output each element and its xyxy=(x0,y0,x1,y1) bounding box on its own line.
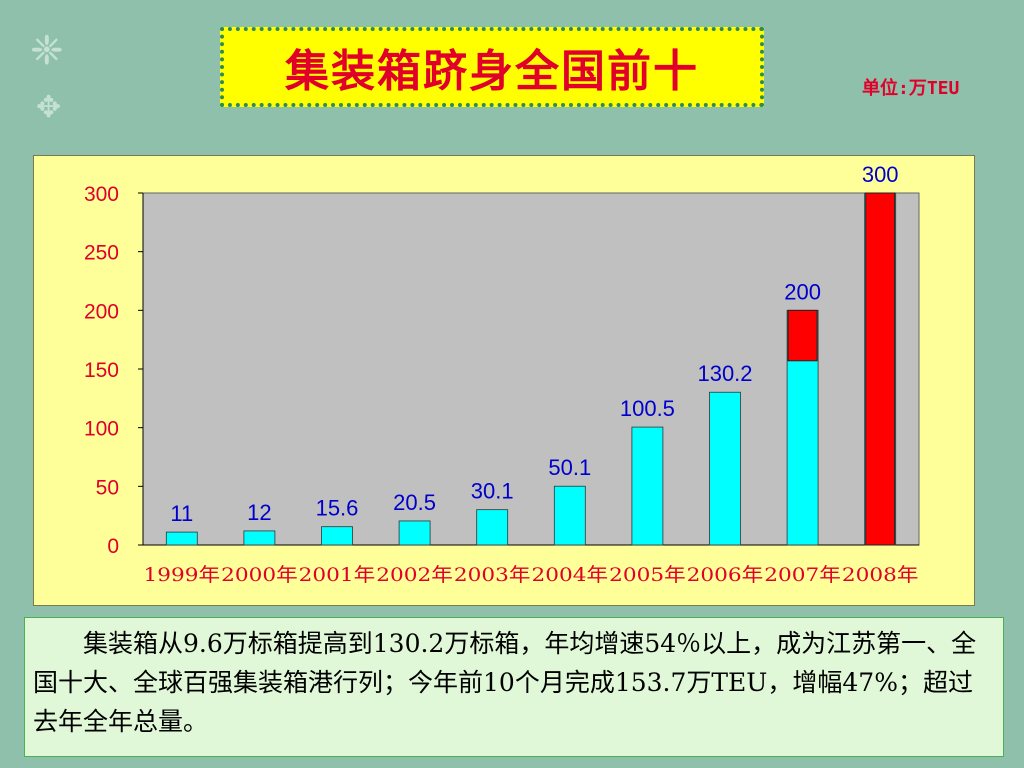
data-label: 11 xyxy=(170,501,193,526)
x-tick-label: 2007年 xyxy=(764,564,841,586)
x-tick-label: 2001年 xyxy=(299,564,376,586)
data-label: 50.1 xyxy=(548,455,591,480)
bar xyxy=(398,520,431,546)
left-ornament: ✥ xyxy=(36,90,62,125)
bar xyxy=(476,509,509,546)
chart-panel: 0 50 100 150 200 250 300 11 1999年 12 2000年 15.6 2001… xyxy=(33,155,975,606)
left-ornament: ❈ xyxy=(30,28,64,74)
page-title: 集装箱跻身全国前十 xyxy=(285,46,699,97)
x-tick-label: 2002年 xyxy=(376,564,453,586)
description-box: 集装箱从9.6万标箱提高到130.2万标箱，年均增速54％以上，成为江苏第一、全… xyxy=(24,617,1004,757)
bar-chart: 050100150200250300111999年122000年15.62001… xyxy=(84,162,920,586)
bar xyxy=(631,426,664,546)
data-label: 100.5 xyxy=(620,396,675,421)
y-tick-label: 150 xyxy=(84,359,119,382)
y-tick-label: 100 xyxy=(84,418,119,441)
data-label: 20.5 xyxy=(393,490,436,515)
data-label: 130.2 xyxy=(697,361,752,386)
y-tick-label: 250 xyxy=(84,242,119,265)
x-tick-label: 2006年 xyxy=(687,564,764,586)
data-label: 30.1 xyxy=(471,479,514,504)
y-tick-label: 50 xyxy=(96,476,119,499)
unit-label: 单位:万TEU xyxy=(862,78,960,99)
bar-highlight xyxy=(787,309,818,362)
bar-highlight xyxy=(865,192,896,546)
data-label: 300 xyxy=(862,162,899,187)
bar xyxy=(553,485,586,546)
x-tick-label: 2004年 xyxy=(532,564,609,586)
bar xyxy=(243,530,276,546)
x-tick-label: 2005年 xyxy=(609,564,686,586)
x-tick-label: 1999年 xyxy=(144,564,221,586)
y-tick-label: 200 xyxy=(84,300,119,323)
bar xyxy=(165,531,198,546)
data-label: 15.6 xyxy=(316,496,359,521)
y-tick-label: 300 xyxy=(84,183,119,206)
x-tick-label: 2003年 xyxy=(454,564,531,586)
bar xyxy=(709,391,741,546)
data-label: 12 xyxy=(247,500,271,525)
x-tick-label: 2008年 xyxy=(842,564,919,586)
description-text: 集装箱从9.6万标箱提高到130.2万标箱，年均增速54％以上，成为江苏第一、全… xyxy=(33,629,977,736)
bar xyxy=(321,526,353,546)
x-tick-label: 2000年 xyxy=(221,564,298,586)
data-label: 200 xyxy=(784,279,821,304)
title-box: 集装箱跻身全国前十 xyxy=(220,27,764,107)
y-tick-label: 0 xyxy=(107,535,119,558)
